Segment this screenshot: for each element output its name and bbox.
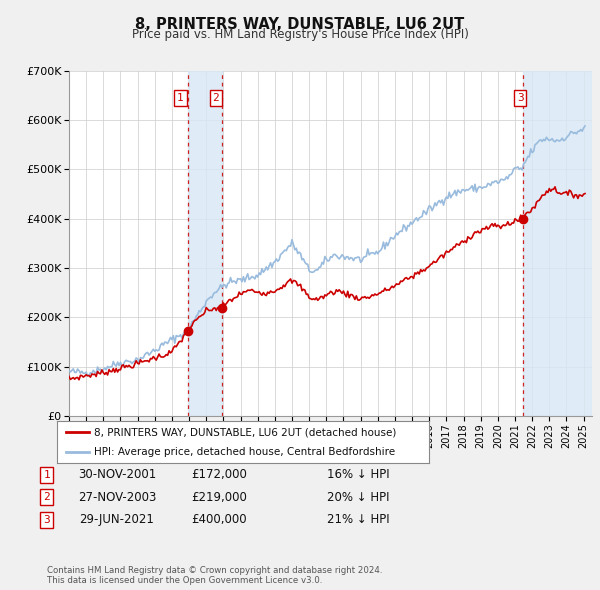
Text: 1: 1 bbox=[177, 93, 184, 103]
Text: 8, PRINTERS WAY, DUNSTABLE, LU6 2UT (detached house): 8, PRINTERS WAY, DUNSTABLE, LU6 2UT (det… bbox=[94, 427, 397, 437]
Text: 2: 2 bbox=[212, 93, 219, 103]
Text: 2: 2 bbox=[43, 493, 50, 502]
Text: £172,000: £172,000 bbox=[191, 468, 247, 481]
Text: 8, PRINTERS WAY, DUNSTABLE, LU6 2UT: 8, PRINTERS WAY, DUNSTABLE, LU6 2UT bbox=[136, 17, 464, 31]
Text: 30-NOV-2001: 30-NOV-2001 bbox=[78, 468, 156, 481]
Text: 29-JUN-2021: 29-JUN-2021 bbox=[80, 513, 154, 526]
Text: £219,000: £219,000 bbox=[191, 491, 247, 504]
Text: 21% ↓ HPI: 21% ↓ HPI bbox=[327, 513, 389, 526]
Text: £400,000: £400,000 bbox=[191, 513, 247, 526]
Text: Contains HM Land Registry data © Crown copyright and database right 2024.
This d: Contains HM Land Registry data © Crown c… bbox=[47, 566, 382, 585]
Text: 1: 1 bbox=[43, 470, 50, 480]
Bar bbox=[188, 71, 222, 416]
Text: Price paid vs. HM Land Registry's House Price Index (HPI): Price paid vs. HM Land Registry's House … bbox=[131, 28, 469, 41]
Text: 20% ↓ HPI: 20% ↓ HPI bbox=[327, 491, 389, 504]
Text: 3: 3 bbox=[517, 93, 524, 103]
Text: 27-NOV-2003: 27-NOV-2003 bbox=[78, 491, 156, 504]
Text: HPI: Average price, detached house, Central Bedfordshire: HPI: Average price, detached house, Cent… bbox=[94, 447, 395, 457]
Text: 16% ↓ HPI: 16% ↓ HPI bbox=[327, 468, 389, 481]
Bar bbox=[523, 71, 592, 416]
Text: 3: 3 bbox=[43, 515, 50, 525]
